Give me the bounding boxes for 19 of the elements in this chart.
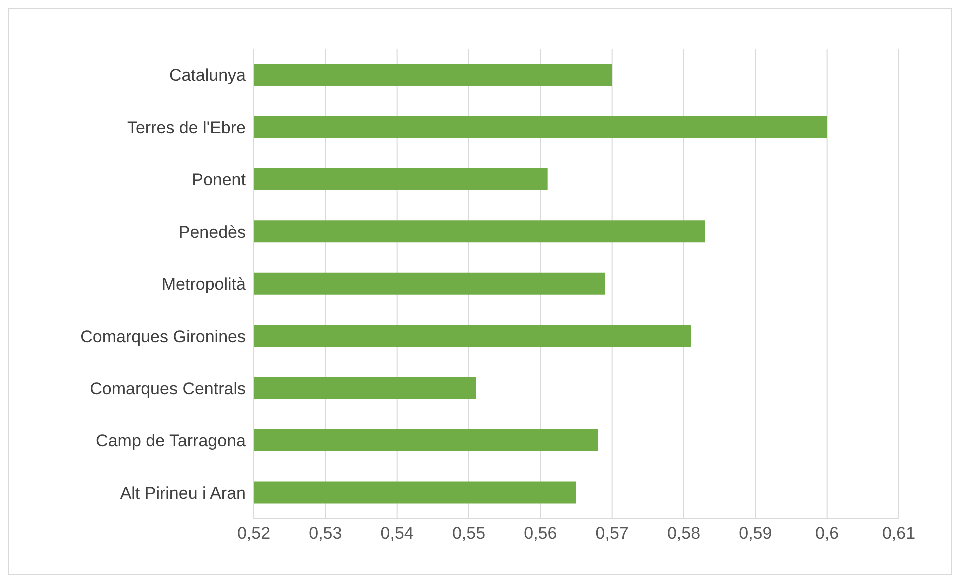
y-tick-label: Penedès bbox=[178, 222, 246, 242]
y-tick-label: Catalunya bbox=[169, 66, 247, 86]
x-tick-label: 0,6 bbox=[816, 524, 840, 544]
x-tick-label: 0,55 bbox=[452, 524, 486, 544]
y-tick-label: Terres de l'Ebre bbox=[127, 118, 246, 138]
y-tick-label: Comarques Gironines bbox=[80, 327, 246, 346]
x-tick-label: 0,53 bbox=[309, 524, 342, 544]
x-tick-label: 0,52 bbox=[237, 524, 271, 544]
x-tick-label: 0,58 bbox=[667, 524, 701, 544]
y-tick-label: Alt Pirineu i Aran bbox=[120, 484, 246, 503]
x-tick-label: 0,61 bbox=[882, 524, 916, 544]
y-tick-label: Metropolità bbox=[162, 275, 247, 294]
x-tick-label: 0,54 bbox=[380, 524, 414, 544]
x-tick-label: 0,59 bbox=[739, 524, 772, 544]
x-tick-label: 0,57 bbox=[596, 524, 629, 544]
y-tick-label: Camp de Tarragona bbox=[96, 432, 247, 451]
y-tick-label: Comarques Centrals bbox=[90, 379, 246, 398]
x-tick-label: 0,56 bbox=[524, 524, 558, 544]
y-tick-label: Ponent bbox=[192, 170, 246, 190]
